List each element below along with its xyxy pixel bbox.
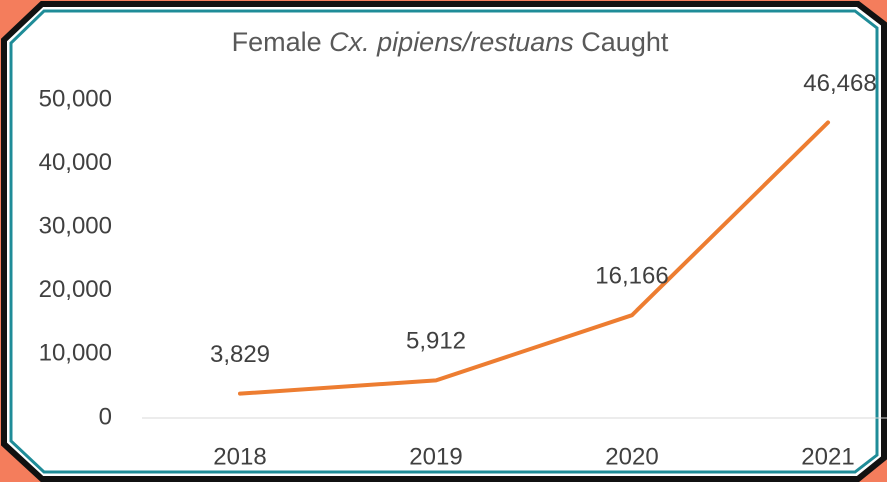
y-tick-label: 50,000 [39,85,112,112]
y-tick-label: 40,000 [39,149,112,176]
x-tick-label: 2018 [213,443,266,470]
title-part: Cx. pipiens/restuans [329,27,574,57]
x-tick-label: 2021 [801,443,854,470]
title-part: Female [232,27,322,57]
x-tick-label: 2019 [409,443,462,470]
y-tick-label: 30,000 [39,213,112,240]
frame-inner [9,9,879,474]
data-label: 5,912 [406,328,466,355]
series-line [238,120,830,396]
data-label: 16,166 [595,263,668,290]
chart-title: Female Cx. pipiens/restuans Caught [232,27,669,57]
y-tick-label: 20,000 [39,276,112,303]
y-tick-label: 10,000 [39,340,112,367]
data-label: 46,468 [803,70,876,97]
data-label: 3,829 [210,341,270,368]
y-tick-label: 0 [99,403,112,430]
title-part: Caught [581,27,669,57]
x-tick-label: 2020 [605,443,658,470]
